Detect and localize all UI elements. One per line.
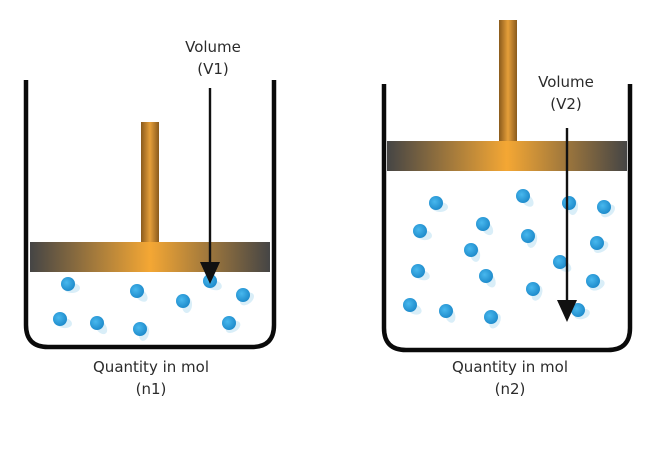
gas-particle [464, 243, 478, 257]
container-wall-1 [23, 80, 277, 350]
gas-particle [516, 189, 530, 203]
volume-arrow-2 [557, 128, 577, 322]
gas-particle [61, 277, 75, 291]
container-1 [23, 80, 277, 350]
quantity-label-1-symbol: (n1) [135, 380, 167, 398]
piston-rod-1 [141, 122, 159, 244]
gas-particle [133, 322, 147, 336]
gas-particle [429, 196, 443, 210]
gas-particle [597, 200, 611, 214]
quantity-label-2-text: Quantity in mol [452, 358, 568, 376]
volume-arrow-1 [200, 88, 220, 284]
gas-particle [176, 294, 190, 308]
piston-1 [30, 242, 270, 272]
container-2 [381, 20, 633, 353]
gas-particle [411, 264, 425, 278]
volume-label-2-symbol: (V2) [550, 95, 582, 113]
container-wall-2 [381, 84, 633, 353]
gas-particle [130, 284, 144, 298]
gas-particle [586, 274, 600, 288]
arrow-head-2 [557, 300, 577, 322]
gas-particle [571, 303, 585, 317]
volume-label-1: Volume (V1) [158, 36, 268, 80]
gas-particle [413, 224, 427, 238]
piston-rod-2 [499, 20, 517, 143]
gas-particle [526, 282, 540, 296]
quantity-label-2-symbol: (n2) [494, 380, 526, 398]
gas-particle [553, 255, 567, 269]
gas-particle [90, 316, 104, 330]
gas-particle [479, 269, 493, 283]
volume-label-2-text: Volume [538, 73, 594, 91]
arrow-head-1 [200, 262, 220, 284]
gas-particle [439, 304, 453, 318]
gas-particle [484, 310, 498, 324]
gas-particle [403, 298, 417, 312]
particles-2 [403, 189, 615, 329]
piston-2 [387, 141, 627, 171]
volume-label-1-text: Volume [185, 38, 241, 56]
volume-label-1-symbol: (V1) [197, 60, 229, 78]
gas-particle [222, 316, 236, 330]
particles-1 [53, 274, 254, 341]
quantity-label-2: Quantity in mol (n2) [410, 356, 610, 400]
volume-label-2: Volume (V2) [511, 71, 621, 115]
gas-particle [236, 288, 250, 302]
gas-particle [476, 217, 490, 231]
gas-particle [562, 196, 576, 210]
gas-particle [521, 229, 535, 243]
quantity-label-1: Quantity in mol (n1) [56, 356, 246, 400]
gas-particle [53, 312, 67, 326]
quantity-label-1-text: Quantity in mol [93, 358, 209, 376]
gas-particle [590, 236, 604, 250]
